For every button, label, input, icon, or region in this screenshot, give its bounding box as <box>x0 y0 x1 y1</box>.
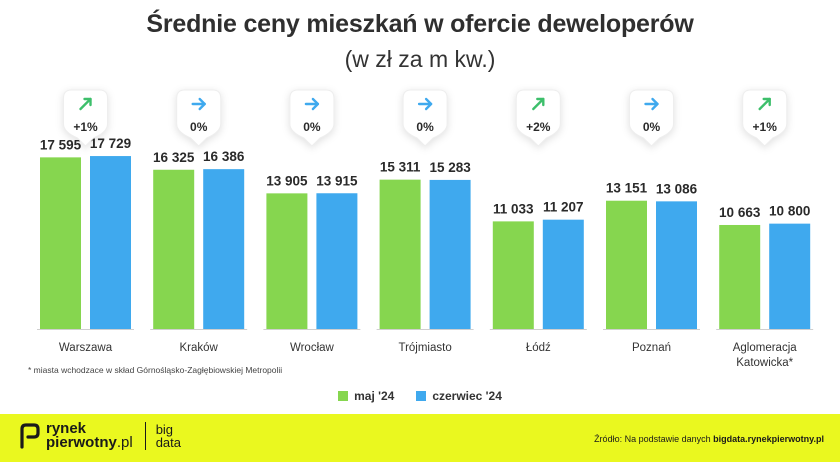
legend: maj '24 czerwiec '24 <box>0 389 840 403</box>
category-label: Aglomeracja <box>733 342 798 354</box>
logo-mark-icon <box>20 423 40 449</box>
arrow-right-head <box>198 97 206 111</box>
change-percent-label: 0% <box>416 120 434 134</box>
legend-item-may: maj '24 <box>338 389 394 403</box>
bar <box>316 193 358 329</box>
bar-value-label: 13 151 <box>606 181 648 196</box>
bar <box>656 201 697 329</box>
bar <box>492 221 534 329</box>
bar <box>429 179 471 329</box>
logo-word-rynek: rynek <box>46 420 87 437</box>
arrow-up-right-head <box>536 97 545 107</box>
category-label: Warszawa <box>59 342 113 354</box>
bar-value-label: 17 729 <box>90 136 131 151</box>
page-title: Średnie ceny mieszkań w ofercie dewelope… <box>146 10 694 38</box>
legend-swatch-june <box>416 391 427 401</box>
change-percent-label: +1% <box>753 120 778 134</box>
bar <box>719 224 761 329</box>
bar-value-label: 15 283 <box>429 160 471 175</box>
arrow-right-head <box>651 97 659 111</box>
logo-tld: .pl <box>116 434 133 451</box>
bar-value-label: 13 086 <box>656 181 698 196</box>
arrow-up-right-icon <box>758 97 771 111</box>
logo-divider <box>144 422 146 450</box>
bar <box>606 200 647 329</box>
footnote: * miasta wchodzace w skład Górnośląsko-Z… <box>28 365 283 375</box>
bar <box>379 179 421 329</box>
change-percent-label: 0% <box>190 120 208 134</box>
arrow-up-right-head <box>83 97 92 107</box>
change-badge <box>402 89 448 147</box>
bar-value-label: 10 800 <box>769 204 810 219</box>
category-label: Katowicka* <box>736 357 793 369</box>
change-badge <box>742 89 788 147</box>
arrow-up-right-icon <box>79 97 92 111</box>
legend-swatch-may <box>338 391 349 401</box>
category-label: Wrocław <box>290 342 335 354</box>
rynekpierwotny-logo[interactable]: rynek pierwotny.pl big data <box>20 420 181 451</box>
logo-word-data: data <box>155 435 181 450</box>
change-badge <box>63 89 108 147</box>
legend-label-june: czerwiec '24 <box>432 389 502 403</box>
change-badge <box>289 89 335 147</box>
bar-value-label: 17 595 <box>40 137 82 152</box>
arrow-right-head <box>424 97 433 111</box>
change-percent-label: 0% <box>643 120 661 134</box>
category-label: Trójmiasto <box>398 342 451 354</box>
source-link[interactable]: bigdata.rynekpierwotny.pl <box>713 434 824 444</box>
bar <box>769 223 811 329</box>
category-label: Kraków <box>180 342 219 354</box>
change-badge <box>176 89 222 147</box>
bar-value-label: 11 033 <box>493 201 534 216</box>
bar <box>40 157 81 329</box>
change-badge <box>515 89 561 147</box>
bar-value-label: 16 386 <box>203 149 245 164</box>
bar-value-label: 16 325 <box>153 150 195 165</box>
source-prefix: Źródło: Na podstawie danych <box>594 434 714 444</box>
bar <box>203 169 245 329</box>
change-percent-label: +2% <box>526 120 551 134</box>
bigdata-logo: big data <box>156 423 181 449</box>
logo-word-big: big <box>155 422 174 437</box>
change-percent-label: 0% <box>303 120 321 134</box>
category-label: Łódź <box>526 342 551 354</box>
footer-bar: rynek pierwotny.pl big data Źródło: Na p… <box>0 414 840 462</box>
bar <box>542 219 584 329</box>
bar <box>153 169 195 329</box>
category-label: Poznań <box>632 342 671 354</box>
bar-value-label: 13 905 <box>266 173 308 188</box>
arrow-up-right-icon <box>532 97 545 111</box>
bar-value-label: 11 207 <box>543 200 584 215</box>
bar-value-label: 13 915 <box>316 173 358 188</box>
source-note: Źródło: Na podstawie danych bigdata.ryne… <box>594 434 824 444</box>
page-subtitle: (w zł za m kw.) <box>344 46 496 72</box>
legend-item-june: czerwiec '24 <box>416 389 502 403</box>
logo-word-pierwotny: pierwotny <box>46 434 117 451</box>
change-badge <box>629 89 674 147</box>
legend-label-may: maj '24 <box>354 389 395 403</box>
bar <box>266 193 308 329</box>
bar-value-label: 15 311 <box>380 160 421 175</box>
arrow-up-right-head <box>762 97 771 107</box>
bar <box>90 156 131 329</box>
change-percent-label: +1% <box>73 120 98 134</box>
bar-value-label: 10 663 <box>719 205 761 220</box>
arrow-right-head <box>311 97 320 111</box>
